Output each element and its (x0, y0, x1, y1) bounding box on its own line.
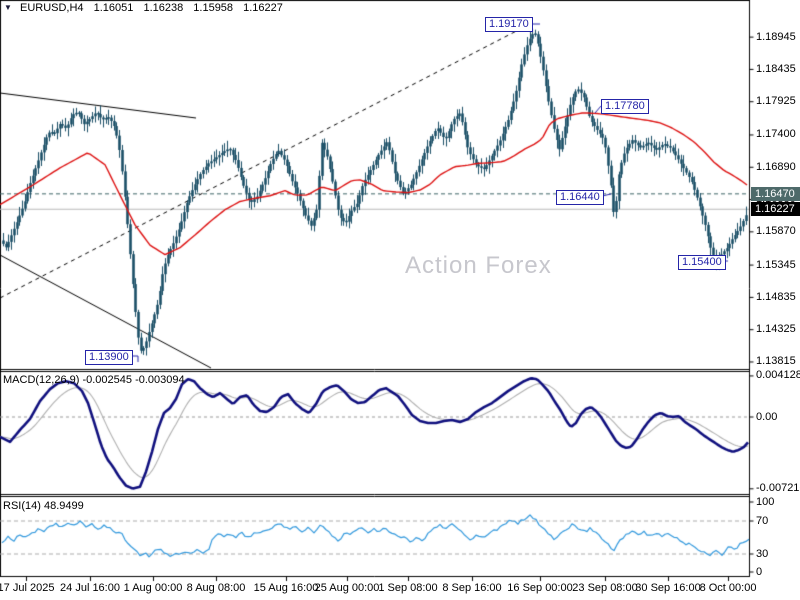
y-axis-tick-label: 1.18945 (756, 30, 796, 43)
rsi-axis-tick-label: 70 (756, 514, 769, 527)
rsi-axis-tick-label: 100 (756, 495, 775, 508)
x-axis-date-label: 30 Sep 16:00 (635, 582, 701, 594)
x-axis-date-label: 1 Sep 08:00 (378, 582, 438, 594)
price-annotation-label[interactable]: 1.15400 (678, 255, 726, 270)
chart-header: ▼ EURUSD,H4 1.16051 1.16238 1.15958 1.16… (4, 2, 290, 14)
ohlc-low: 1.15958 (193, 2, 234, 14)
last-price-badge: 1.16227 (751, 202, 800, 217)
ohlc-high: 1.16238 (143, 2, 184, 14)
watermark: Action Forex (405, 252, 552, 279)
price-annotation-label[interactable]: 1.16440 (556, 190, 604, 205)
macd-axis-tick-label: 0.004128 (756, 369, 800, 382)
y-axis-tick-label: 1.18435 (756, 62, 796, 75)
price-annotation-label[interactable]: 1.13900 (85, 350, 133, 365)
x-axis-date-label: 24 Jul 16:00 (60, 582, 120, 594)
x-axis-date-label: 8 Oct 00:00 (699, 582, 757, 594)
level-price-badge: 1.16470 (751, 186, 800, 201)
x-axis-date-label: 8 Sep 16:00 (442, 582, 502, 594)
price-annotation-label[interactable]: 1.19170 (485, 17, 533, 32)
rsi-indicator-label: RSI(14) 48.9499 (3, 500, 84, 512)
rsi-axis-tick-label: 0 (756, 565, 763, 578)
macd-axis-tick-label: 0.00 (756, 410, 778, 423)
y-axis-tick-label: 1.17925 (756, 95, 796, 108)
x-axis-date-label: 17 Jul 2025 (0, 582, 55, 594)
price-annotation-label[interactable]: 1.17780 (601, 99, 649, 114)
y-axis-tick-label: 1.14325 (756, 323, 796, 336)
x-axis-date-label: 8 Aug 08:00 (186, 582, 246, 594)
symbol-dropdown-icon[interactable]: ▼ (4, 3, 12, 12)
x-axis-date-label: 15 Aug 16:00 (253, 582, 319, 594)
y-axis-tick-label: 1.15870 (756, 225, 796, 238)
x-axis-date-label: 1 Aug 00:00 (123, 582, 183, 594)
x-axis-date-label: 16 Sep 00:00 (507, 582, 573, 594)
y-axis-tick-label: 1.17400 (756, 128, 796, 141)
y-axis-tick-label: 1.16890 (756, 160, 796, 173)
y-axis-tick-label: 1.13815 (756, 355, 796, 368)
symbol-timeframe: EURUSD,H4 (19, 2, 84, 14)
y-axis-tick-label: 1.15345 (756, 258, 796, 271)
ohlc-open: 1.16051 (93, 2, 134, 14)
macd-indicator-label: MACD(12,26,9) -0.002545 -0.003094 (3, 374, 185, 386)
x-axis-date-label: 23 Sep 08:00 (572, 582, 638, 594)
ohlc-close: 1.16227 (243, 2, 283, 14)
macd-axis-tick-label: -0.007216 (756, 482, 800, 495)
y-axis-tick-label: 1.14835 (756, 290, 796, 303)
x-axis-date-label: 25 Aug 00:00 (314, 582, 380, 594)
rsi-axis-tick-label: 30 (756, 547, 769, 560)
